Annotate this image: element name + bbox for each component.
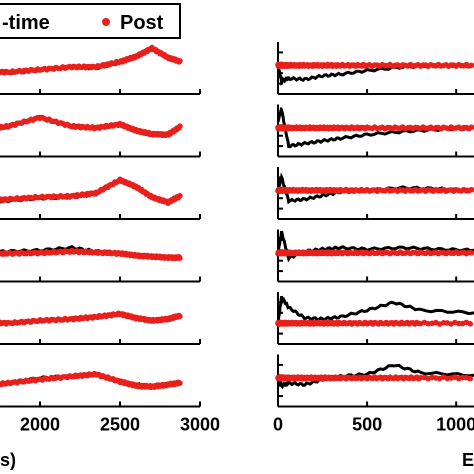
series-post-point	[459, 374, 466, 381]
series-post-point	[468, 124, 474, 130]
legend: -time Post	[0, 3, 181, 39]
x-tick-label-3000: 3000	[180, 415, 220, 435]
plots-layer: 2000 2500 3000 0 500 1000	[0, 42, 474, 435]
panel-2-1	[275, 42, 474, 95]
panel-2-5	[275, 292, 474, 345]
series-post-point	[468, 250, 474, 256]
x-tick-label-1000: 1000	[436, 415, 474, 435]
x-tick-label-0: 0	[273, 415, 283, 435]
legend-box	[0, 3, 181, 39]
panel-2-3	[275, 167, 474, 220]
panel-1-3	[0, 176, 201, 220]
series-post-point	[177, 123, 183, 129]
panel-1-4	[0, 245, 201, 283]
x-tick-label-2000: 2000	[20, 415, 60, 435]
panel-1-2	[0, 114, 201, 158]
legend-label-realtime: -time	[2, 12, 50, 34]
series-post-point	[467, 321, 474, 327]
series-post-point	[467, 375, 474, 382]
x-tick-label-2500: 2500	[100, 415, 140, 435]
x-tick-label-500: 500	[352, 415, 382, 435]
legend-label-post: Post	[120, 12, 164, 34]
panel-1-6	[0, 370, 201, 408]
series-post-point	[177, 58, 183, 64]
series-post-point	[177, 193, 183, 199]
series-post-point	[468, 62, 474, 69]
panel-2-4	[275, 229, 474, 283]
series-post-point	[177, 255, 183, 261]
legend-marker-post	[102, 18, 110, 26]
panel-2-6	[275, 354, 474, 408]
panel-2-2	[275, 104, 474, 158]
series-post-point	[468, 186, 474, 193]
panel-1-5	[0, 310, 201, 345]
panel-1-1	[0, 44, 201, 95]
series-post-point	[177, 380, 183, 386]
series-post-point	[177, 313, 183, 320]
left-x-axis-label: s)	[0, 450, 16, 470]
right-x-axis-label: E	[462, 450, 474, 470]
series-realtime-line	[276, 295, 474, 325]
